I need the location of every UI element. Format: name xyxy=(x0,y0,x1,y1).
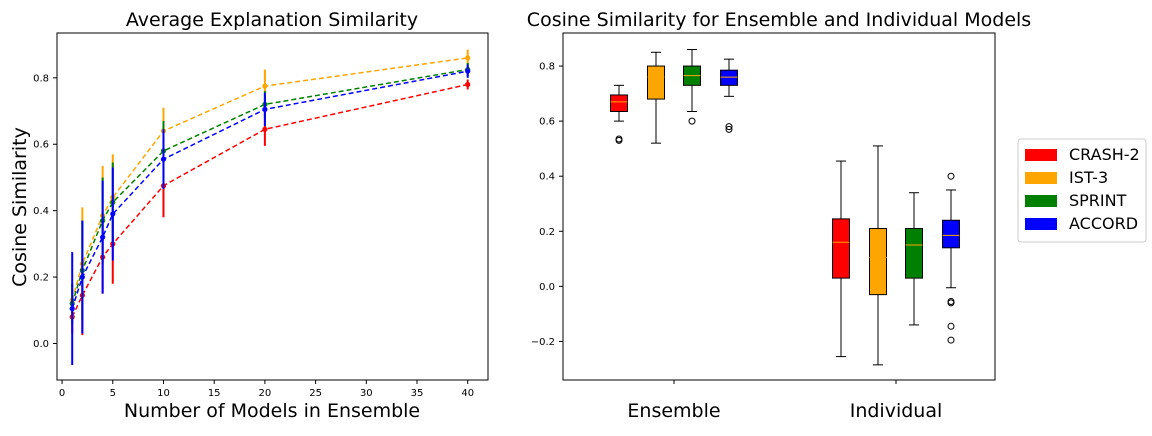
line-chart-xlabel: Number of Models in Ensemble xyxy=(124,400,420,422)
series-line xyxy=(71,70,468,309)
box-iqr xyxy=(869,228,887,296)
outlier-point xyxy=(725,123,733,131)
line-chart-axes-frame xyxy=(56,32,489,381)
outlier-point xyxy=(725,125,733,133)
legend-swatch-crash-2 xyxy=(1025,149,1057,161)
legend-label-accord: ACCORD xyxy=(1069,214,1138,233)
series-line xyxy=(71,68,468,304)
box-iqr xyxy=(942,219,960,249)
series-sprint xyxy=(69,62,471,324)
series-ist-3 xyxy=(69,49,471,321)
box-chart: Cosine Similarity for Ensemble and Indiv… xyxy=(527,9,1031,422)
data-point xyxy=(160,156,167,162)
y-tick-label: 0.6 xyxy=(539,117,555,128)
outlier-point xyxy=(688,117,696,125)
line-chart-ylabel: Cosine Similarity xyxy=(9,127,31,287)
data-point xyxy=(465,55,471,61)
x-tick-label: 5 xyxy=(110,388,116,399)
box-ensemble-ist-3 xyxy=(647,51,665,144)
y-tick-label: 0.8 xyxy=(33,73,49,84)
category-label-ensemble: Ensemble xyxy=(627,400,720,422)
y-tick-label: 0.0 xyxy=(539,282,555,293)
legend-label-crash-2: CRASH-2 xyxy=(1069,145,1140,164)
legend-swatch-accord xyxy=(1025,218,1057,230)
y-tick-label: 0.6 xyxy=(33,140,49,151)
series-accord xyxy=(69,64,471,366)
box-chart-title: Cosine Similarity for Ensemble and Indiv… xyxy=(527,9,1031,31)
legend-frame xyxy=(1017,138,1147,243)
data-point xyxy=(262,106,268,112)
data-point xyxy=(69,306,75,312)
box-iqr xyxy=(610,94,628,112)
box-individual-accord xyxy=(942,172,960,344)
legend-swatch-sprint xyxy=(1025,195,1057,207)
box-ensemble-crash-2 xyxy=(610,84,628,144)
legend: CRASH-2 IST-3 SPRINT ACCORD xyxy=(1017,138,1147,243)
x-tick-label: 15 xyxy=(208,388,221,399)
outlier-point xyxy=(947,336,955,344)
legend-label-ist-3: IST-3 xyxy=(1069,168,1108,187)
y-tick-label: 0.4 xyxy=(539,172,555,183)
y-tick-label: 0.0 xyxy=(33,339,49,350)
outlier-point xyxy=(947,172,955,180)
x-tick-label: 10 xyxy=(157,388,170,399)
outlier-point xyxy=(947,299,955,307)
series-line xyxy=(71,83,468,318)
box-iqr xyxy=(905,228,923,279)
series-crash-2 xyxy=(69,79,471,336)
line-chart-title: Average Explanation Similarity xyxy=(126,9,418,31)
legend-label-sprint: SPRINT xyxy=(1069,191,1127,210)
data-point xyxy=(100,234,106,240)
box-individual-ist-3 xyxy=(869,145,887,366)
data-point xyxy=(465,81,471,88)
x-tick-label: 35 xyxy=(411,388,424,399)
data-point xyxy=(110,211,116,217)
box-ensemble-accord xyxy=(720,58,738,133)
outlier-point xyxy=(947,322,955,330)
x-tick-label: 20 xyxy=(259,388,272,399)
y-tick-label: 0.2 xyxy=(539,227,555,238)
box-chart-axes-frame xyxy=(562,32,996,381)
y-tick-label: −0.2 xyxy=(531,337,555,348)
y-tick-label: 0.2 xyxy=(33,273,49,284)
x-tick-label: 40 xyxy=(461,388,474,399)
x-tick-label: 0 xyxy=(59,388,65,399)
box-iqr xyxy=(720,69,738,86)
y-tick-label: 0.4 xyxy=(33,206,49,217)
box-iqr xyxy=(832,218,850,279)
box-iqr xyxy=(647,65,665,100)
data-point xyxy=(79,274,85,280)
series-line xyxy=(71,57,468,301)
x-tick-label: 30 xyxy=(360,388,373,399)
x-tick-label: 25 xyxy=(309,388,322,399)
legend-swatch-ist-3 xyxy=(1025,172,1057,184)
box-individual-crash-2 xyxy=(832,160,850,358)
category-label-individual: Individual xyxy=(850,400,943,422)
line-chart: Average Explanation Similarity 0 5 10 15 20 2… xyxy=(9,9,489,422)
data-point xyxy=(262,83,268,89)
outlier-point xyxy=(615,135,623,143)
data-point xyxy=(262,126,268,132)
data-point xyxy=(465,68,471,74)
box-individual-sprint xyxy=(905,192,923,326)
y-tick-label: 0.8 xyxy=(539,62,555,73)
box-ensemble-sprint xyxy=(683,49,701,125)
